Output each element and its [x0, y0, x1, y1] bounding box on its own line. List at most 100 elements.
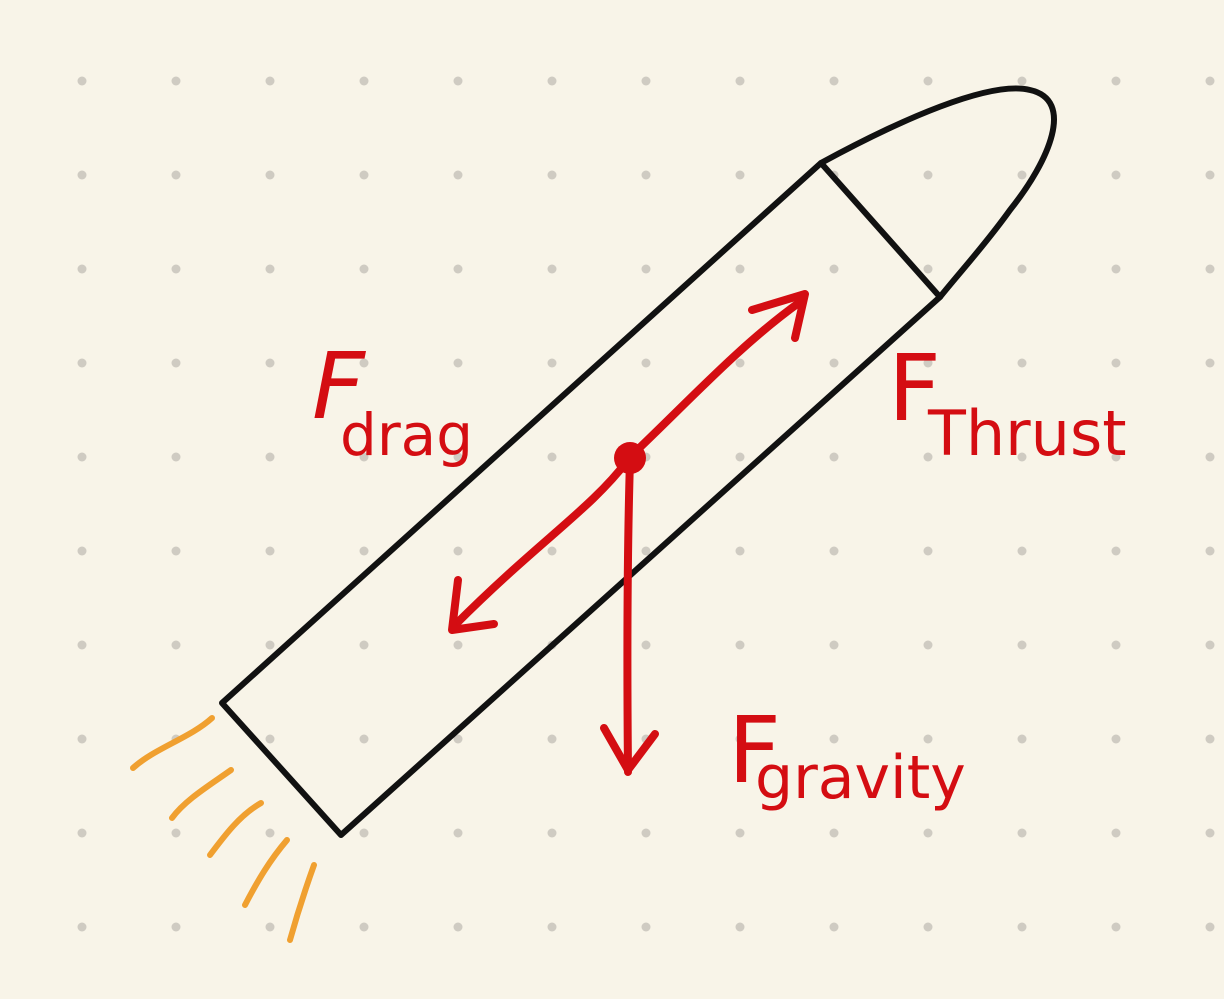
grid-dot	[453, 546, 463, 556]
grid-dot	[547, 358, 557, 368]
grid-dot	[829, 76, 839, 86]
grid-dot	[1017, 264, 1027, 274]
exhaust-flames	[130, 715, 317, 943]
force-labels: F drag F Thrust F gravity	[312, 333, 1127, 813]
grid-dot	[265, 828, 275, 838]
grid-dot	[735, 76, 745, 86]
grid-dot	[1111, 264, 1121, 274]
grid-dot	[1111, 734, 1121, 744]
grid-dot	[547, 264, 557, 274]
grid-dot	[171, 264, 181, 274]
grid-dot	[359, 734, 369, 744]
grid-dot	[359, 828, 369, 838]
grid-dot	[171, 76, 181, 86]
grid-dot	[735, 828, 745, 838]
grid-dot	[171, 452, 181, 462]
grid-dot	[547, 734, 557, 744]
grid-dot	[547, 452, 557, 462]
grid-dot	[359, 640, 369, 650]
grid-dot	[923, 76, 933, 86]
exhaust-stroke	[130, 715, 215, 771]
grid-dot	[641, 640, 651, 650]
grid-dot	[923, 546, 933, 556]
grid-dot	[453, 264, 463, 274]
grid-dot	[453, 76, 463, 86]
grid-dot	[735, 452, 745, 462]
grid-dot	[1205, 76, 1215, 86]
grid-dot	[829, 358, 839, 368]
grid-dot	[1205, 264, 1215, 274]
grid-dot	[265, 358, 275, 368]
grid-dot	[829, 828, 839, 838]
grid-dot	[547, 828, 557, 838]
grid-dot	[923, 170, 933, 180]
drag-arrow	[451, 456, 632, 629]
grid-dot	[1205, 546, 1215, 556]
drag-label-subscript: drag	[340, 401, 473, 469]
grid-dot	[1111, 922, 1121, 932]
grid-dot	[77, 546, 87, 556]
grid-dot	[265, 264, 275, 274]
grid-dot	[1205, 922, 1215, 932]
grid-dot	[1111, 546, 1121, 556]
drag-label-f: F	[312, 333, 366, 440]
grid-dot	[171, 922, 181, 932]
gravity-arrow	[623, 456, 634, 776]
grid-dot	[923, 452, 933, 462]
grid-dot	[1017, 170, 1027, 180]
grid-dot	[923, 922, 933, 932]
grid-dot	[265, 452, 275, 462]
grid-dot	[641, 922, 651, 932]
grid-dot	[453, 452, 463, 462]
grid-dot	[1017, 358, 1027, 368]
grid-dot	[77, 170, 87, 180]
exhaust-stroke	[242, 837, 290, 908]
grid-dot	[641, 264, 651, 274]
grid-dot	[77, 264, 87, 274]
grid-dot	[359, 264, 369, 274]
grid-dot	[1017, 452, 1027, 462]
thrust-label-f: F	[888, 335, 941, 442]
grid-dot	[77, 734, 87, 744]
grid-dot	[1017, 76, 1027, 86]
grid-dot	[1017, 640, 1027, 650]
grid-dot	[171, 170, 181, 180]
grid-dot	[171, 358, 181, 368]
grid-dot	[829, 640, 839, 650]
grid-dot	[1205, 734, 1215, 744]
rocket-nose-cone	[818, 85, 1057, 300]
grid-dot	[641, 828, 651, 838]
grid-dot	[735, 170, 745, 180]
exhaust-stroke	[207, 800, 264, 858]
grid-dot	[77, 76, 87, 86]
grid-dot	[829, 734, 839, 744]
grid-dot	[1017, 922, 1027, 932]
grid-dot	[453, 170, 463, 180]
force-arrows	[448, 290, 809, 776]
grid-dot	[829, 546, 839, 556]
grid-dot	[923, 640, 933, 650]
grid-dot	[1017, 546, 1027, 556]
gravity-label-subscript: gravity	[755, 743, 966, 813]
grid-dot	[1205, 828, 1215, 838]
grid-dot	[1111, 640, 1121, 650]
grid-dot	[453, 640, 463, 650]
center-of-mass-dot	[614, 442, 646, 474]
grid-dot	[1205, 170, 1215, 180]
grid-dot	[735, 358, 745, 368]
grid-dot	[1111, 170, 1121, 180]
thrust-label-subscript: Thrust	[927, 397, 1127, 470]
grid-dot	[829, 452, 839, 462]
grid-dot	[547, 546, 557, 556]
grid-dot	[829, 922, 839, 932]
grid-dot	[641, 76, 651, 86]
grid-dot	[735, 264, 745, 274]
grid-dot	[453, 922, 463, 932]
grid-dot	[923, 828, 933, 838]
grid-dot	[1205, 358, 1215, 368]
grid-dot	[735, 546, 745, 556]
grid-dot	[923, 734, 933, 744]
grid-dot	[641, 170, 651, 180]
grid-dot	[1205, 640, 1215, 650]
